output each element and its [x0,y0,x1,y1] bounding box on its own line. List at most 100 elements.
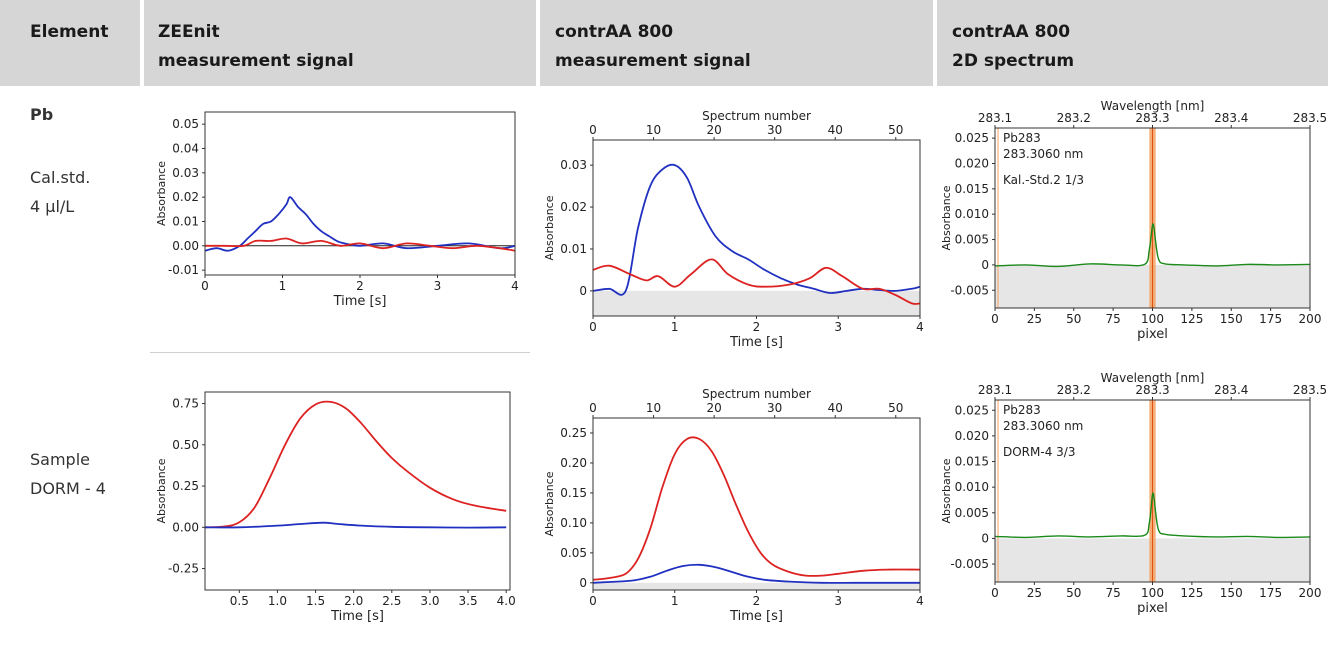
header-contraa-line1: contrAA 800 [555,22,674,42]
x-tick-label: 1 [279,279,287,293]
plot-area [205,392,510,590]
series-line-blue [593,563,920,584]
x-axis-label: pixel [1137,327,1168,342]
x-tick-label: 75 [1105,586,1120,600]
y-tick-label: 0.025 [955,403,989,417]
x-tick-label: 4 [916,594,924,608]
x-tick-label: 1.0 [268,594,287,608]
series-line-blue [205,521,507,529]
baseline-fill [593,290,920,316]
header-separator [140,0,144,86]
y-tick-label: -0.01 [168,263,199,277]
y-tick-label: -0.005 [950,283,989,297]
y-tick-label: 0.015 [955,455,989,469]
x2-tick-label: 10 [646,123,661,137]
y-tick-label: 0.03 [560,158,587,172]
x2-tick-label: 30 [767,123,782,137]
x2-tick-label: 20 [706,401,721,415]
y-tick-label: 0.75 [172,397,199,411]
x-tick-label: 200 [1299,586,1322,600]
x2-tick-label: 283.5 [1293,111,1327,125]
row-label-line1: Sample [30,450,90,469]
series-line-green [995,223,1310,268]
x-tick-label: 0 [589,594,597,608]
x-axis-label: Time [s] [333,294,387,309]
y-tick-label: 0.025 [955,131,989,145]
series-line-blue [205,196,515,252]
x-tick-label: 4.0 [497,594,516,608]
header-element-label: Element [30,22,109,42]
header-zeenit-line1: ZEEnit [158,22,220,42]
y-tick-label: 0.00 [172,239,199,253]
contraa-sample-chart: 00.050.100.150.200.250 1 2 3 40 10 20 30 40 50Spe… [543,387,924,624]
x2-tick-label: 0 [589,123,597,137]
x-tick-label: 2.5 [382,594,401,608]
row-divider [150,352,530,353]
x2-tick-label: 283.4 [1214,111,1248,125]
x-tick-label: 0 [991,586,999,600]
x-axis-label: pixel [1137,601,1168,616]
header-zeenit: ZEEnit measurement signal [158,0,538,86]
header-zeenit-line2: measurement signal [158,51,354,71]
annotation-text: Pb283 [1003,131,1041,145]
y-tick-label: 0.10 [560,516,587,530]
y-tick-label: 0.010 [955,480,989,494]
x-tick-label: 0 [589,320,597,334]
x-tick-label: 0 [201,279,209,293]
row-label-sample: Sample DORM - 4 [30,445,106,503]
y-tick-label: 0.02 [172,190,199,204]
series-line-green [995,492,1310,539]
row-label-cal: Cal.std. 4 µl/L [30,163,90,221]
x2-axis-label: Spectrum number [702,387,811,401]
y-tick-label: 0.50 [172,438,199,452]
annotation-text: 283.3060 nm [1003,419,1083,433]
y-tick-label: -0.005 [950,557,989,571]
annotation-text: 283.3060 nm [1003,147,1083,161]
x-axis-label: Time [s] [729,609,783,624]
x2-axis-label: Spectrum number [702,109,811,123]
y-tick-label: 0.25 [172,479,199,493]
x2-tick-label: 30 [767,401,782,415]
x2-tick-label: 283.4 [1214,383,1248,397]
x-tick-label: 4 [511,279,519,293]
x-tick-label: 50 [1066,312,1081,326]
x2-axis-label: Wavelength [nm] [1101,371,1205,385]
series-line-red [593,258,920,305]
x-tick-label: 100 [1141,586,1164,600]
y-tick-label: 0.01 [172,214,199,228]
y-axis-label: Absorbance [155,161,168,226]
header-element: Element [30,0,140,86]
x-tick-label: 125 [1180,586,1203,600]
plot-area [205,112,515,275]
y-tick-label: 0.010 [955,207,989,221]
header-spectrum-line2: 2D spectrum [952,51,1075,71]
x2-tick-label: 283.1 [978,111,1012,125]
x-tick-label: 3.5 [459,594,478,608]
y-tick-label: 0 [981,531,989,545]
spectrum-cal-chart: -0.005 0 0.005 0.010 0.015 0.020 0.025 0 25 50 75 1… [940,99,1327,342]
x-tick-label: 4 [916,320,924,334]
x-tick-label: 3 [834,594,842,608]
header-spectrum: contrAA 800 2D spectrum [952,0,1322,86]
x-tick-label: 100 [1141,312,1164,326]
series-line-red [205,237,515,252]
y-axis-label: Absorbance [543,471,556,536]
row-label-line2: DORM - 4 [30,479,106,498]
table-header: Element ZEEnit measurement signal contrA… [0,0,1328,86]
header-separator [933,0,937,86]
x-tick-label: 150 [1220,586,1243,600]
annotation-text: DORM-4 3/3 [1003,445,1075,459]
x-tick-label: 3 [834,320,842,334]
element-name: Pb [30,105,54,124]
x-axis-label: Time [s] [729,335,783,350]
x-tick-label: 1 [671,594,679,608]
y-tick-label: 0.015 [955,182,989,196]
series-line-red [593,436,920,581]
y-tick-label: 0 [579,576,587,590]
y-tick-label: 0.00 [172,520,199,534]
row-label-line1: Cal.std. [30,168,91,187]
x-axis-label: Time [s] [330,609,384,624]
y-axis-label: Absorbance [543,195,556,260]
x-tick-label: 175 [1259,586,1282,600]
x2-tick-label: 283.2 [1057,111,1091,125]
